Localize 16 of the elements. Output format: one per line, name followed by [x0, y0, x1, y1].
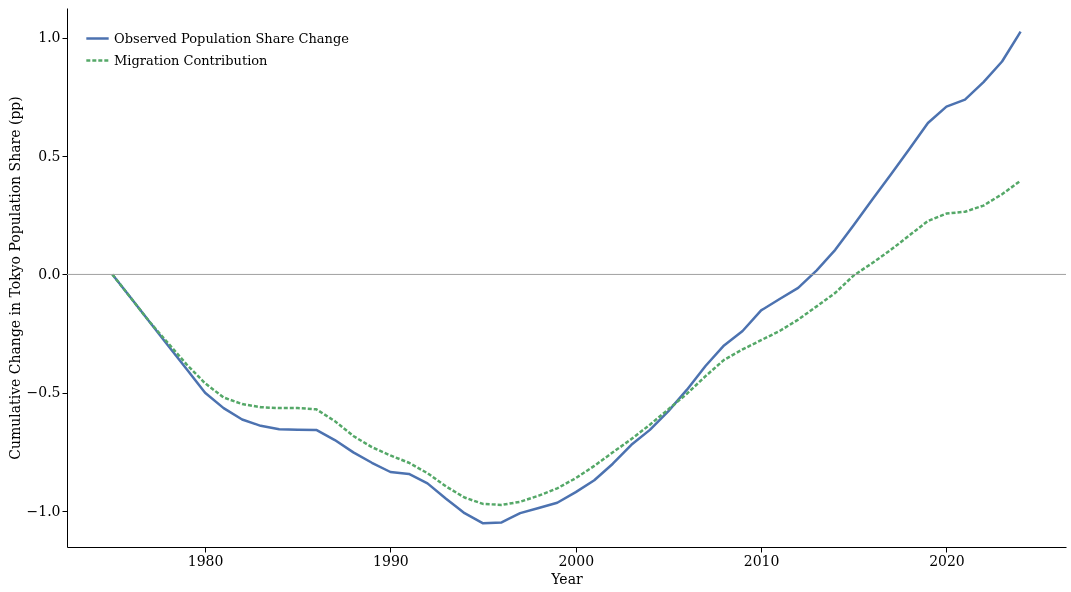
x-tick-label: 2020 [929, 552, 965, 569]
x-tick-label: 1990 [373, 552, 409, 569]
y-tick-label: 0.5 [38, 147, 61, 164]
y-tick-label: −0.5 [26, 384, 61, 401]
x-tick-label: 1980 [187, 552, 224, 569]
line-series [111, 179, 1022, 507]
x-tick-label: 2010 [743, 552, 780, 569]
y-tick-label: 1.0 [38, 29, 61, 46]
legend-label: Migration Contribution [114, 52, 269, 68]
y-axis-title: Cumulative Change in Tokyo Population Share (pp) [6, 96, 23, 460]
y-tick-label: 0.0 [38, 265, 61, 282]
legend-label: Observed Population Share Change [114, 30, 350, 46]
line-series [111, 30, 1022, 525]
x-tick-label: 2000 [558, 552, 595, 569]
x-axis-title: Year [550, 570, 583, 587]
y-tick-label: −1.0 [26, 502, 61, 519]
